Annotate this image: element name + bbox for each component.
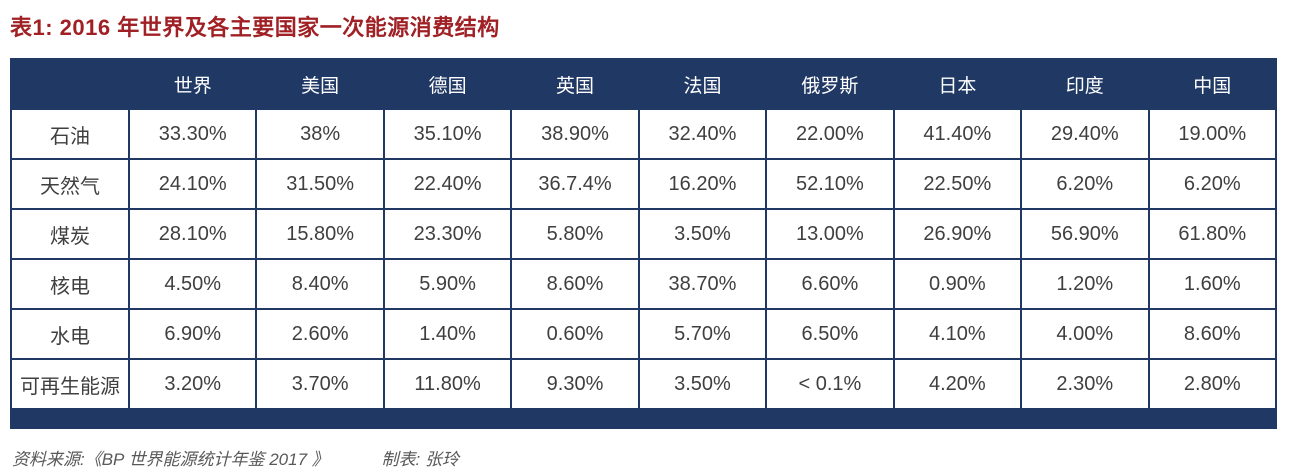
row-label-oil: 石油: [10, 108, 130, 160]
table-cell: 11.80%: [382, 358, 513, 410]
prepared-by-note: 制表: 张玲: [381, 450, 459, 469]
table-cell: 6.20%: [1147, 158, 1277, 210]
table-cell: 5.70%: [637, 308, 768, 360]
table-cell: 2.60%: [255, 308, 385, 360]
header-cell-blank: [10, 58, 130, 110]
table-cell: 31.50%: [255, 158, 385, 210]
table-row-natural-gas: 天然气 24.10% 31.50% 22.40% 36.7.4% 16.20% …: [10, 158, 1277, 210]
table-cell: 15.80%: [255, 208, 385, 260]
table-cell: 19.00%: [1147, 108, 1277, 160]
table-cell: 8.40%: [255, 258, 385, 310]
header-cell-china: 中国: [1147, 58, 1277, 110]
row-label-nuclear: 核电: [10, 258, 130, 310]
table-cell: 0.60%: [510, 308, 640, 360]
row-label-hydro: 水电: [10, 308, 130, 360]
table-cell: 6.60%: [765, 258, 895, 310]
table-cell: 41.40%: [892, 108, 1023, 160]
table-cell: 26.90%: [892, 208, 1023, 260]
table-cell: 22.00%: [765, 108, 895, 160]
table-cell: 8.60%: [1147, 308, 1277, 360]
table-cell: 38.90%: [510, 108, 640, 160]
table-cell: 1.20%: [1020, 258, 1150, 310]
header-cell-japan: 日本: [892, 58, 1023, 110]
table-row-oil: 石油 33.30% 38% 35.10% 38.90% 32.40% 22.00…: [10, 108, 1277, 160]
table-cell: 22.40%: [382, 158, 513, 210]
table-cell: 6.90%: [127, 308, 258, 360]
table-cell: 38%: [255, 108, 385, 160]
table-cell: 1.60%: [1147, 258, 1277, 310]
table-cell: 38.70%: [637, 258, 768, 310]
table-cell: 5.80%: [510, 208, 640, 260]
header-cell-world: 世界: [127, 58, 258, 110]
table-cell: 24.10%: [127, 158, 258, 210]
header-cell-russia: 俄罗斯: [765, 58, 895, 110]
table-cell: 8.60%: [510, 258, 640, 310]
table-cell: 33.30%: [127, 108, 258, 160]
source-note: 资料来源:《BP 世界能源统计年鉴 2017 》: [12, 450, 329, 469]
table-row-hydro: 水电 6.90% 2.60% 1.40% 0.60% 5.70% 6.50% 4…: [10, 308, 1277, 360]
table-cell: 2.30%: [1020, 358, 1150, 410]
table-cell: 6.20%: [1020, 158, 1150, 210]
table-cell: 3.70%: [255, 358, 385, 410]
header-cell-france: 法国: [637, 58, 768, 110]
table-cell: 1.40%: [382, 308, 513, 360]
row-label-natural-gas: 天然气: [10, 158, 130, 210]
header-cell-uk: 英国: [510, 58, 640, 110]
table-cell: 16.20%: [637, 158, 768, 210]
table-cell: 4.50%: [127, 258, 258, 310]
table-cell: 4.10%: [892, 308, 1023, 360]
table-bottom-bar: [10, 410, 1277, 429]
table-cell: 4.20%: [892, 358, 1023, 410]
table-cell: 22.50%: [892, 158, 1023, 210]
header-cell-germany: 德国: [382, 58, 513, 110]
table-title: 表1: 2016 年世界及各主要国家一次能源消费结构: [10, 15, 500, 40]
table-cell: 9.30%: [510, 358, 640, 410]
table-cell: 29.40%: [1020, 108, 1150, 160]
table-cell: 3.50%: [637, 358, 768, 410]
table-cell: 23.30%: [382, 208, 513, 260]
energy-consumption-table: 世界 美国 德国 英国 法国 俄罗斯 日本 印度 中国 石油 33.30% 38…: [10, 58, 1277, 410]
source-line: 资料来源:《BP 世界能源统计年鉴 2017 》 制表: 张玲: [12, 445, 1279, 470]
header-cell-usa: 美国: [255, 58, 385, 110]
table-cell: 32.40%: [637, 108, 768, 160]
table-cell: 13.00%: [765, 208, 895, 260]
table-cell: 61.80%: [1147, 208, 1277, 260]
table-cell: 56.90%: [1020, 208, 1150, 260]
table-row-coal: 煤炭 28.10% 15.80% 23.30% 5.80% 3.50% 13.0…: [10, 208, 1277, 260]
table-cell: 35.10%: [382, 108, 513, 160]
table-row-nuclear: 核电 4.50% 8.40% 5.90% 8.60% 38.70% 6.60% …: [10, 258, 1277, 310]
table-cell: 3.20%: [127, 358, 258, 410]
table-cell: 3.50%: [637, 208, 768, 260]
table-cell: 28.10%: [127, 208, 258, 260]
table-cell: 52.10%: [765, 158, 895, 210]
table-cell: 6.50%: [765, 308, 895, 360]
row-label-coal: 煤炭: [10, 208, 130, 260]
table-cell: 36.7.4%: [510, 158, 640, 210]
header-row: 世界 美国 德国 英国 法国 俄罗斯 日本 印度 中国: [10, 58, 1277, 110]
table-cell: 0.90%: [892, 258, 1023, 310]
row-label-renewables: 可再生能源: [10, 358, 130, 410]
table-row-renewables: 可再生能源 3.20% 3.70% 11.80% 9.30% 3.50% < 0…: [10, 358, 1277, 410]
header-cell-india: 印度: [1020, 58, 1150, 110]
table-cell: 2.80%: [1147, 358, 1277, 410]
table-cell: < 0.1%: [765, 358, 895, 410]
table-cell: 4.00%: [1020, 308, 1150, 360]
table-cell: 5.90%: [382, 258, 513, 310]
